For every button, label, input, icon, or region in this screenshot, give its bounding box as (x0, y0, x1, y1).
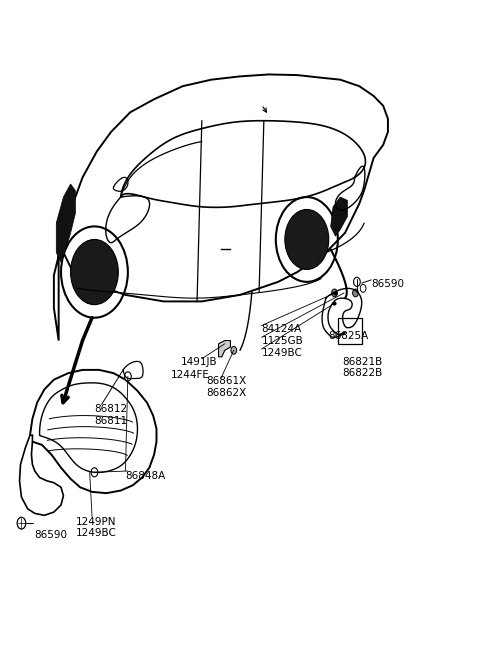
Text: 1249BC: 1249BC (262, 348, 302, 358)
Circle shape (353, 289, 359, 297)
Circle shape (285, 210, 329, 269)
Circle shape (71, 240, 118, 305)
Text: 86861X: 86861X (206, 377, 247, 386)
Polygon shape (218, 341, 230, 357)
Polygon shape (30, 370, 156, 493)
FancyBboxPatch shape (338, 318, 362, 344)
Polygon shape (54, 75, 388, 341)
Polygon shape (20, 435, 63, 515)
Text: 1125GB: 1125GB (262, 336, 303, 346)
Text: 1491JB: 1491JB (180, 357, 217, 367)
Text: 86822B: 86822B (343, 368, 383, 378)
Text: 86848A: 86848A (125, 471, 166, 481)
Text: 86590: 86590 (371, 278, 404, 289)
Circle shape (231, 346, 237, 354)
Circle shape (17, 517, 26, 529)
Circle shape (124, 372, 131, 381)
Text: 1249BC: 1249BC (75, 528, 116, 538)
Text: 86812: 86812 (95, 404, 128, 415)
Circle shape (91, 468, 98, 477)
Text: 1244FE: 1244FE (171, 370, 210, 380)
Circle shape (341, 322, 347, 329)
Text: 86590: 86590 (34, 530, 67, 540)
Text: 86811: 86811 (95, 415, 128, 426)
Polygon shape (331, 197, 348, 236)
Polygon shape (56, 184, 75, 262)
Text: 1249PN: 1249PN (75, 517, 116, 527)
Circle shape (332, 289, 337, 297)
Text: 86825A: 86825A (328, 331, 369, 341)
Text: 84124A: 84124A (262, 324, 302, 334)
Circle shape (354, 277, 360, 286)
Text: 86821B: 86821B (343, 357, 383, 367)
Text: 86862X: 86862X (206, 388, 247, 398)
Circle shape (360, 284, 366, 292)
